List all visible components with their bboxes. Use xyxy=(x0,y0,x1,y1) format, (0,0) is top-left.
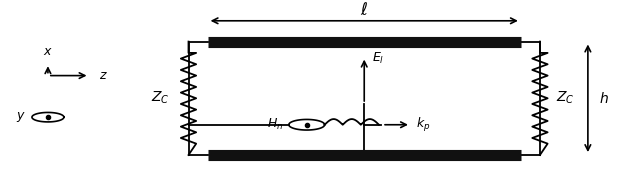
Text: $\ell$: $\ell$ xyxy=(360,1,368,19)
Text: $h$: $h$ xyxy=(599,91,609,106)
Text: $k_p$: $k_p$ xyxy=(416,116,431,134)
Text: $y$: $y$ xyxy=(16,110,26,124)
Text: $z$: $z$ xyxy=(99,69,108,82)
Text: $Z_C$: $Z_C$ xyxy=(556,90,574,106)
Text: $H_n$: $H_n$ xyxy=(267,117,284,132)
Text: $E_l$: $E_l$ xyxy=(372,51,384,66)
Text: $x$: $x$ xyxy=(43,45,53,58)
Text: $Z_C$: $Z_C$ xyxy=(151,90,169,106)
